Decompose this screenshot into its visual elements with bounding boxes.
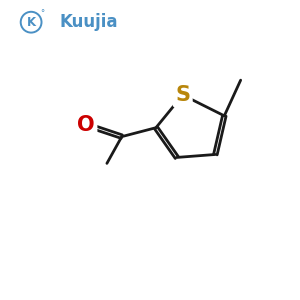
Text: K: K [26,16,36,29]
Text: °: ° [40,9,44,18]
Text: Kuujia: Kuujia [59,13,118,31]
Text: S: S [175,85,190,105]
Text: O: O [77,115,95,135]
